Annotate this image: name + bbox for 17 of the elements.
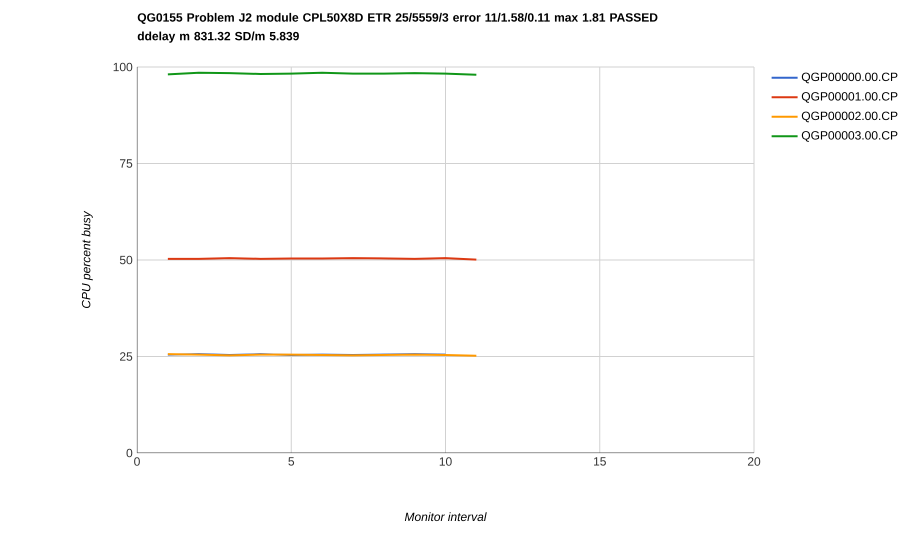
y-tick-label: 0 — [126, 448, 132, 458]
x-tick-label: 10 — [440, 457, 452, 466]
y-tick-label: 25 — [120, 352, 132, 361]
legend-label: QGP00000.00.CP — [802, 72, 898, 84]
x-axis-title: Monitor interval — [404, 512, 487, 522]
y-axis-title: CPU percent busy — [82, 210, 93, 308]
x-tick-label: 0 — [134, 457, 140, 466]
y-tick-label: 100 — [114, 62, 132, 72]
y-tick-label: 50 — [120, 256, 132, 264]
x-tick-label: 15 — [594, 457, 606, 466]
x-tick-label: 5 — [288, 457, 294, 466]
x-tick-label: 20 — [748, 457, 760, 466]
legend-label: QGP00003.00.CP — [802, 131, 898, 142]
chart-title: QG0155 Problem J2 module CPL50X8D ETR 25/5559/3 error 11/1.58/0.11 max 1.81 PASSED ddelay m 831.32 SD/m 5.839 — [138, 12, 658, 43]
y-tick-label: 75 — [120, 159, 132, 168]
legend-label: QGP00002.00.CP — [802, 112, 898, 122]
legend-label: QGP00001.00.CP — [802, 92, 898, 103]
